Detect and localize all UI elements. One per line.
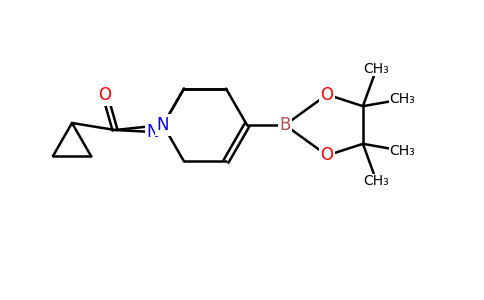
Text: O: O — [99, 86, 111, 104]
Text: O: O — [320, 85, 333, 103]
Text: CH₃: CH₃ — [390, 92, 415, 106]
Text: N: N — [147, 123, 159, 141]
Text: B: B — [279, 116, 291, 134]
Text: CH₃: CH₃ — [363, 61, 390, 76]
Text: CH₃: CH₃ — [390, 144, 415, 158]
Text: CH₃: CH₃ — [363, 174, 390, 188]
Text: O: O — [320, 146, 333, 164]
Text: N: N — [157, 116, 169, 134]
Text: O: O — [99, 86, 111, 104]
